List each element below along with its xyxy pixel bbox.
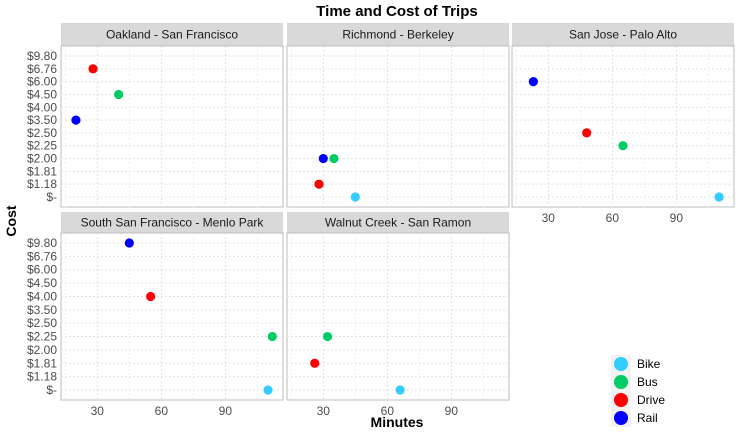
data-point-rail (318, 153, 328, 164)
panel-background (286, 45, 510, 208)
data-point-drive (146, 291, 156, 302)
facet-strip (287, 23, 509, 46)
y-tick-label: $4.50 (27, 276, 57, 290)
data-point-rail (71, 115, 81, 125)
y-tick-label: $6.00 (27, 75, 57, 89)
facet-strip-label: South San Francisco - Menlo Park (81, 216, 265, 230)
facet-panel: Walnut Creek - San Ramon 30 60 90 (286, 212, 510, 418)
data-point-drive (582, 128, 592, 138)
y-tick-label: $6.76 (27, 249, 57, 263)
y-tick-label: $- (46, 383, 57, 397)
y-tick-label: $3.50 (27, 303, 57, 317)
x-tick-label: 90 (670, 211, 684, 225)
data-point-drive (310, 358, 320, 368)
panel-background (60, 232, 284, 401)
y-tick-label: $2.50 (27, 316, 57, 330)
y-tick-label: $3.50 (27, 113, 57, 127)
data-point-bus (114, 89, 124, 100)
y-tick-label: $6.76 (27, 62, 57, 76)
y-tick-label: $1.18 (27, 370, 57, 384)
y-tick-label: $2.50 (27, 126, 57, 140)
panel-background (286, 232, 510, 401)
y-tick-label: $9.80 (27, 236, 57, 250)
data-point-bus (267, 331, 277, 342)
y-axis-title: Cost (3, 205, 19, 236)
facet-strip (512, 23, 734, 46)
panel-background (511, 45, 735, 208)
facet-strip-label: Oakland - San Francisco (106, 28, 238, 42)
legend-swatch (614, 411, 628, 425)
x-axis-title: Minutes (371, 414, 424, 430)
data-point-bike (714, 192, 724, 202)
legend-label: Drive (637, 393, 665, 407)
x-tick-label: 30 (91, 404, 105, 418)
y-tick-label: $2.00 (27, 343, 57, 357)
facet-strip-label: San Jose - Palo Alto (569, 28, 677, 42)
legend-item-bus: Bus (611, 373, 658, 391)
data-point-bike (395, 385, 405, 395)
legend: Bike Bus Drive Rail (611, 355, 665, 427)
legend-item-bike: Bike (611, 355, 661, 373)
y-tick-label: $1.81 (27, 356, 57, 370)
x-tick-label: 30 (542, 211, 556, 225)
legend-label: Rail (637, 411, 658, 425)
data-point-rail (124, 238, 134, 248)
legend-swatch (614, 393, 628, 407)
data-point-drive (314, 179, 324, 189)
x-tick-label: 90 (219, 404, 233, 418)
chart-title: Time and Cost of Trips (316, 3, 477, 20)
y-tick-label: $1.18 (27, 177, 57, 191)
y-tick-label: $4.00 (27, 289, 57, 303)
y-tick-label: $4.00 (27, 100, 57, 114)
y-tick-label: $9.80 (27, 49, 57, 63)
facet-strip (287, 212, 509, 233)
data-point-rail (528, 77, 538, 87)
y-tick-label: $6.00 (27, 263, 57, 277)
x-tick-label: 60 (155, 404, 169, 418)
data-point-bus (618, 141, 628, 151)
y-tick-label: $2.25 (27, 330, 57, 344)
y-tick-label: $2.00 (27, 152, 57, 166)
data-point-drive (88, 64, 98, 74)
legend-item-rail: Rail (611, 409, 658, 427)
facet-strip (61, 212, 283, 233)
y-tick-label: $1.81 (27, 164, 57, 178)
facet-panel: South San Francisco - Menlo Park$-$1.18$… (27, 212, 284, 418)
facet-panel: San Jose - Palo Alto 30 60 90 (511, 23, 735, 225)
facet-strip (61, 23, 283, 46)
facet-panel: Oakland - San Francisco $-$1.18$1.81$2.00… (27, 23, 284, 208)
legend-swatch (614, 375, 628, 389)
data-point-bike (350, 192, 360, 202)
panel-background (60, 45, 284, 208)
x-tick-label: 30 (317, 404, 331, 418)
facet-strip-label: Walnut Creek - San Ramon (325, 216, 471, 230)
y-tick-label: $4.50 (27, 87, 57, 101)
x-tick-label: 60 (381, 404, 395, 418)
x-tick-label: 90 (445, 404, 459, 418)
data-point-bike (263, 385, 273, 395)
legend-swatch (614, 357, 628, 371)
y-tick-label: $- (46, 190, 57, 204)
data-point-bus (329, 153, 339, 164)
facet-panel: Richmond - Berkeley (286, 23, 510, 208)
facet-strip-label: Richmond - Berkeley (342, 28, 453, 42)
y-tick-label: $2.25 (27, 139, 57, 153)
data-point-bus (322, 331, 333, 342)
x-tick-label: 60 (606, 211, 620, 225)
legend-label: Bike (637, 357, 661, 371)
legend-item-drive: Drive (611, 391, 665, 409)
facet-panels: Oakland - San Francisco$-$1.18$1.81$2.00… (27, 23, 735, 418)
legend-label: Bus (637, 375, 658, 389)
